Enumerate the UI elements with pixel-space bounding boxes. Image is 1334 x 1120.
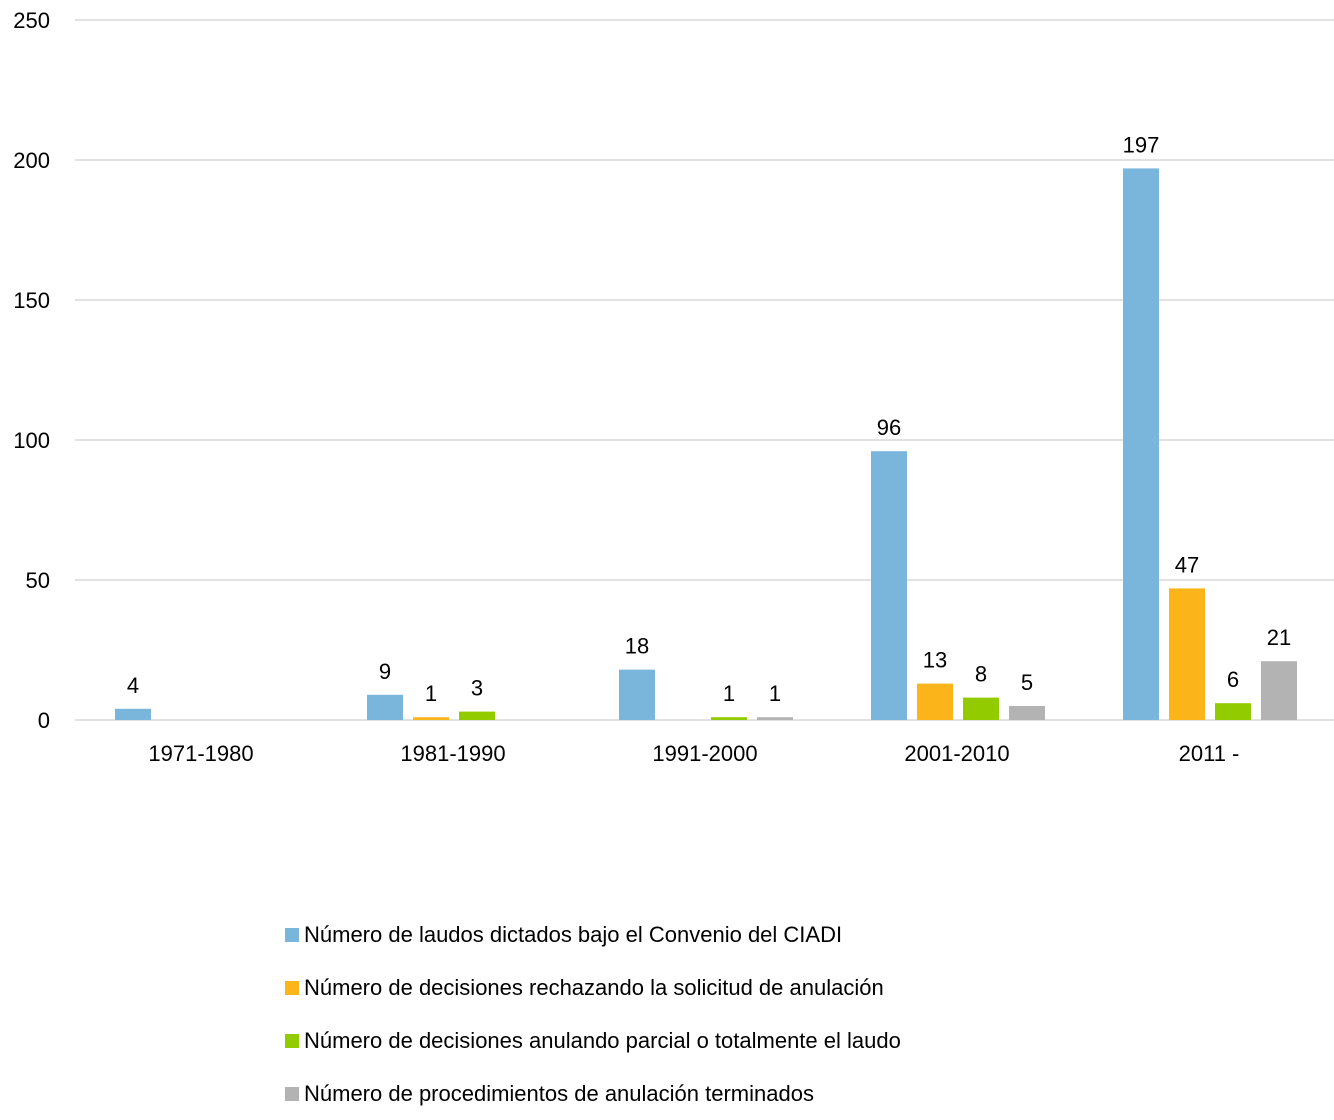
legend: Número de laudos dictados bajo el Conven… — [285, 908, 1185, 1120]
x-axis-ticks: 1971-1980 1981-1990 1991-2000 2001-2010 2011… — [148, 741, 1239, 766]
bar-s2-c2 — [711, 717, 747, 720]
bar-s0-c3 — [871, 451, 907, 720]
bar-s3-c3 — [1009, 706, 1045, 720]
bar-s1-c1 — [413, 717, 449, 720]
data-label-s2-c4: 6 — [1227, 667, 1239, 692]
bar-s0-c0 — [115, 708, 151, 720]
bar-s1-c3 — [917, 683, 953, 720]
bar-s1-c4 — [1169, 588, 1205, 720]
data-label-s0-c4: 197 — [1123, 132, 1160, 157]
bar-s3-c4 — [1261, 661, 1297, 720]
x-tick-label: 1991-2000 — [652, 741, 757, 766]
bar-s2-c1 — [459, 711, 495, 720]
legend-label-rechazando: Número de decisiones rechazando la solic… — [304, 974, 884, 1000]
bars — [115, 168, 1297, 720]
data-label-s3-c3: 5 — [1021, 670, 1033, 695]
data-label-s2-c3: 8 — [975, 662, 987, 687]
bar-s0-c4 — [1123, 168, 1159, 720]
legend-swatch-laudos — [285, 927, 299, 942]
legend-item-terminados: Número de procedimientos de anulación te… — [285, 1067, 1185, 1120]
data-label-s1-c3: 13 — [923, 648, 947, 673]
legend-swatch-rechazando — [285, 980, 299, 995]
data-label-s2-c2: 1 — [723, 681, 735, 706]
x-tick-label: 2001-2010 — [904, 741, 1009, 766]
y-tick-label: 0 — [38, 708, 50, 733]
legend-label-terminados: Número de procedimientos de anulación te… — [304, 1080, 814, 1106]
data-label-s2-c1: 3 — [471, 676, 483, 701]
legend-item-rechazando: Número de decisiones rechazando la solic… — [285, 961, 1185, 1014]
y-tick-label: 150 — [13, 288, 50, 313]
legend-swatch-terminados — [285, 1086, 299, 1101]
legend-label-anulando: Número de decisiones anulando parcial o … — [304, 1027, 901, 1053]
data-label-s3-c4: 21 — [1267, 625, 1291, 650]
bar-s2-c4 — [1215, 703, 1251, 720]
y-tick-label: 100 — [13, 428, 50, 453]
data-label-s0-c1: 9 — [379, 659, 391, 684]
x-tick-label: 1981-1990 — [400, 741, 505, 766]
data-label-s3-c2: 1 — [769, 681, 781, 706]
legend-label-laudos: Número de laudos dictados bajo el Conven… — [304, 921, 843, 947]
y-tick-label: 50 — [26, 568, 50, 593]
data-label-s1-c1: 1 — [425, 681, 437, 706]
y-axis-ticks: 0 50 100 150 200 250 — [13, 8, 50, 733]
data-label-s0-c0: 4 — [127, 673, 139, 698]
bar-s2-c3 — [963, 697, 999, 720]
data-label-s1-c4: 47 — [1175, 552, 1199, 577]
data-label-s0-c3: 96 — [877, 415, 901, 440]
bar-s3-c2 — [757, 717, 793, 720]
legend-item-laudos: Número de laudos dictados bajo el Conven… — [285, 908, 1185, 961]
bar-s0-c1 — [367, 694, 403, 720]
y-tick-label: 250 — [13, 8, 50, 33]
data-label-s0-c2: 18 — [625, 634, 649, 659]
y-tick-label: 200 — [13, 148, 50, 173]
x-tick-label: 1971-1980 — [148, 741, 253, 766]
bar-s0-c2 — [619, 669, 655, 720]
legend-swatch-anulando — [285, 1033, 299, 1048]
legend-item-anulando: Número de decisiones anulando parcial o … — [285, 1014, 1185, 1067]
x-tick-label: 2011 - — [1179, 741, 1240, 766]
